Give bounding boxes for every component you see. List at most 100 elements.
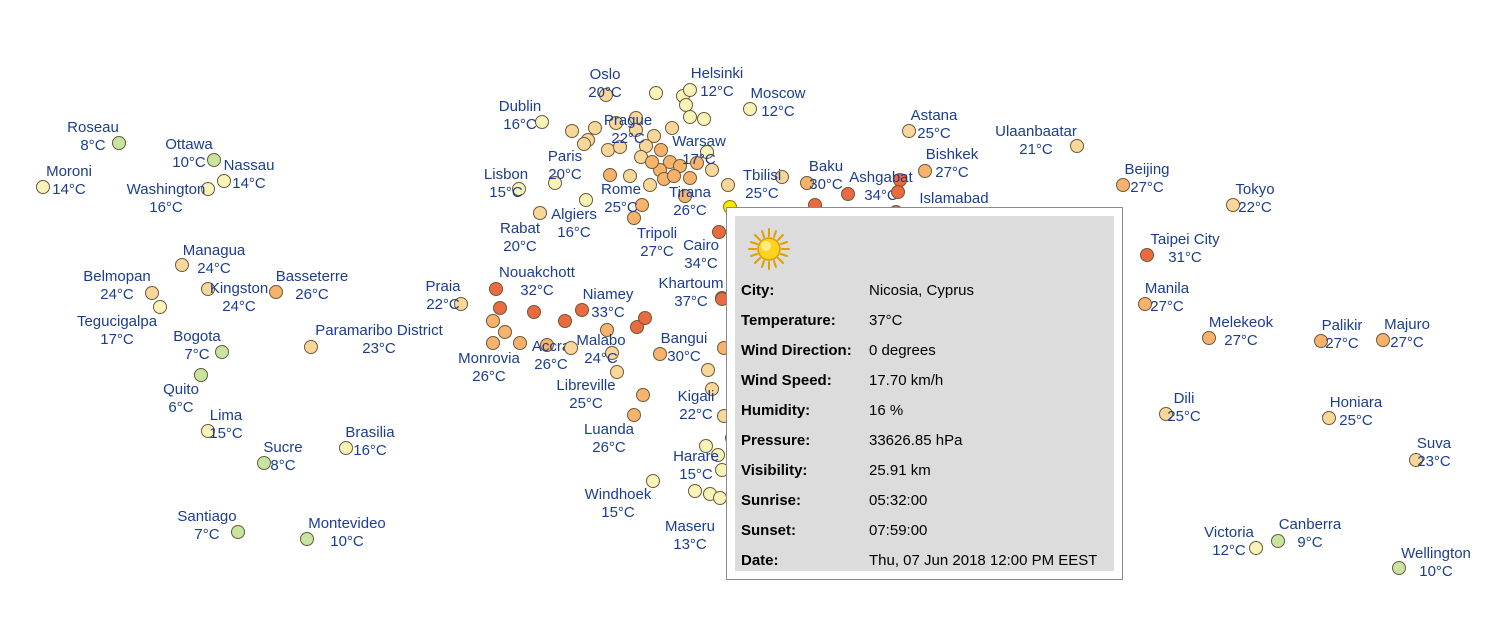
city-marker[interactable] bbox=[600, 323, 614, 337]
city-marker-ulaanbaatar[interactable] bbox=[1070, 139, 1084, 153]
city-marker[interactable] bbox=[527, 305, 541, 319]
city-label-palikir: Palikir 27°C bbox=[1322, 317, 1363, 353]
city-marker[interactable] bbox=[683, 171, 697, 185]
city-marker-montevideo[interactable] bbox=[300, 532, 314, 546]
city-marker-algiers[interactable] bbox=[579, 193, 593, 207]
city-marker-praia[interactable] bbox=[454, 297, 468, 311]
city-marker-monrovia[interactable] bbox=[486, 336, 500, 350]
city-marker-wellington[interactable] bbox=[1392, 561, 1406, 575]
city-marker-cairo[interactable] bbox=[712, 225, 726, 239]
city-marker[interactable] bbox=[649, 86, 663, 100]
city-marker-prague[interactable] bbox=[629, 123, 643, 137]
city-marker-taipei-city[interactable] bbox=[1140, 248, 1154, 262]
city-marker-libreville[interactable] bbox=[610, 365, 624, 379]
city-marker[interactable] bbox=[701, 363, 715, 377]
city-marker-kigali[interactable] bbox=[705, 382, 719, 396]
city-marker-nassau[interactable] bbox=[217, 174, 231, 188]
city-marker-moscow[interactable] bbox=[743, 102, 757, 116]
city-marker[interactable] bbox=[705, 163, 719, 177]
city-marker-majuro[interactable] bbox=[1376, 333, 1390, 347]
city-marker-paramaribo-district[interactable] bbox=[304, 340, 318, 354]
city-marker[interactable] bbox=[605, 346, 619, 360]
city-marker-lisbon[interactable] bbox=[512, 182, 526, 196]
city-marker-suva[interactable] bbox=[1409, 453, 1423, 467]
city-marker[interactable] bbox=[565, 124, 579, 138]
city-marker-oslo[interactable] bbox=[599, 88, 613, 102]
city-marker[interactable] bbox=[665, 121, 679, 135]
city-marker[interactable] bbox=[603, 168, 617, 182]
city-marker[interactable] bbox=[683, 110, 697, 124]
city-marker[interactable] bbox=[697, 112, 711, 126]
city-marker[interactable] bbox=[667, 169, 681, 183]
city-marker-astana[interactable] bbox=[902, 124, 916, 138]
city-marker-bogota[interactable] bbox=[215, 345, 229, 359]
city-marker[interactable] bbox=[558, 314, 572, 328]
city-marker[interactable] bbox=[588, 121, 602, 135]
city-marker[interactable] bbox=[498, 325, 512, 339]
city-marker-tbilisi[interactable] bbox=[775, 170, 789, 184]
city-marker-rome[interactable] bbox=[623, 169, 637, 183]
city-marker[interactable] bbox=[486, 314, 500, 328]
city-marker[interactable] bbox=[647, 129, 661, 143]
city-marker-beijing[interactable] bbox=[1116, 178, 1130, 192]
city-marker-brasilia[interactable] bbox=[339, 441, 353, 455]
city-marker-dili[interactable] bbox=[1159, 407, 1173, 421]
city-marker[interactable] bbox=[635, 198, 649, 212]
city-marker-canberra[interactable] bbox=[1271, 534, 1285, 548]
city-marker-quito[interactable] bbox=[194, 368, 208, 382]
city-marker-tegucigalpa[interactable] bbox=[153, 300, 167, 314]
city-marker[interactable] bbox=[721, 178, 735, 192]
city-marker-dublin[interactable] bbox=[535, 115, 549, 129]
city-marker-washington[interactable] bbox=[201, 182, 215, 196]
city-marker-baku[interactable] bbox=[800, 176, 814, 190]
city-marker[interactable] bbox=[636, 388, 650, 402]
city-marker-santiago[interactable] bbox=[231, 525, 245, 539]
city-marker-palikir[interactable] bbox=[1314, 334, 1328, 348]
city-marker-managua[interactable] bbox=[175, 258, 189, 272]
city-marker[interactable] bbox=[613, 140, 627, 154]
city-marker-islamabad[interactable] bbox=[891, 185, 905, 199]
city-marker-basseterre[interactable] bbox=[269, 285, 283, 299]
city-marker-sucre[interactable] bbox=[257, 456, 271, 470]
city-marker[interactable] bbox=[548, 176, 562, 190]
city-marker[interactable] bbox=[493, 301, 507, 315]
city-marker-bishkek[interactable] bbox=[918, 164, 932, 178]
city-marker-paris[interactable] bbox=[577, 137, 591, 151]
city-marker[interactable] bbox=[711, 448, 725, 462]
city-marker-moroni[interactable] bbox=[36, 180, 50, 194]
city-marker-victoria[interactable] bbox=[1249, 541, 1263, 555]
city-marker-bangui[interactable] bbox=[653, 347, 667, 361]
city-marker[interactable] bbox=[609, 116, 623, 130]
city-marker-warsaw[interactable] bbox=[700, 145, 714, 159]
city-marker[interactable] bbox=[713, 491, 727, 505]
city-marker-accra[interactable] bbox=[540, 338, 554, 352]
city-name: Monrovia bbox=[458, 350, 520, 367]
city-marker-roseau[interactable] bbox=[112, 136, 126, 150]
city-marker-malabo[interactable] bbox=[564, 341, 578, 355]
city-marker-rabat[interactable] bbox=[533, 206, 547, 220]
city-marker-lima[interactable] bbox=[201, 424, 215, 438]
city-marker-tripoli[interactable] bbox=[627, 211, 641, 225]
city-marker[interactable] bbox=[638, 311, 652, 325]
city-marker-tokyo[interactable] bbox=[1226, 198, 1240, 212]
city-marker-manila[interactable] bbox=[1138, 297, 1152, 311]
city-marker-belmopan[interactable] bbox=[145, 286, 159, 300]
city-marker-ottawa[interactable] bbox=[207, 153, 221, 167]
city-marker-ashgabat[interactable] bbox=[841, 187, 855, 201]
city-marker[interactable] bbox=[643, 178, 657, 192]
city-marker-maseru[interactable] bbox=[688, 484, 702, 498]
city-marker-melekeok[interactable] bbox=[1202, 331, 1216, 345]
city-marker-kingston[interactable] bbox=[201, 282, 215, 296]
city-marker[interactable] bbox=[690, 156, 704, 170]
city-marker-helsinki[interactable] bbox=[683, 83, 697, 97]
city-marker[interactable] bbox=[645, 155, 659, 169]
city-marker-windhoek[interactable] bbox=[646, 474, 660, 488]
city-marker[interactable] bbox=[654, 143, 668, 157]
city-marker-tirana[interactable] bbox=[678, 189, 692, 203]
city-marker[interactable] bbox=[513, 336, 527, 350]
city-marker-honiara[interactable] bbox=[1322, 411, 1336, 425]
city-marker-luanda[interactable] bbox=[627, 408, 641, 422]
city-marker-nouakchott[interactable] bbox=[489, 282, 503, 296]
city-marker-niamey[interactable] bbox=[575, 303, 589, 317]
city-marker-harare[interactable] bbox=[699, 439, 713, 453]
